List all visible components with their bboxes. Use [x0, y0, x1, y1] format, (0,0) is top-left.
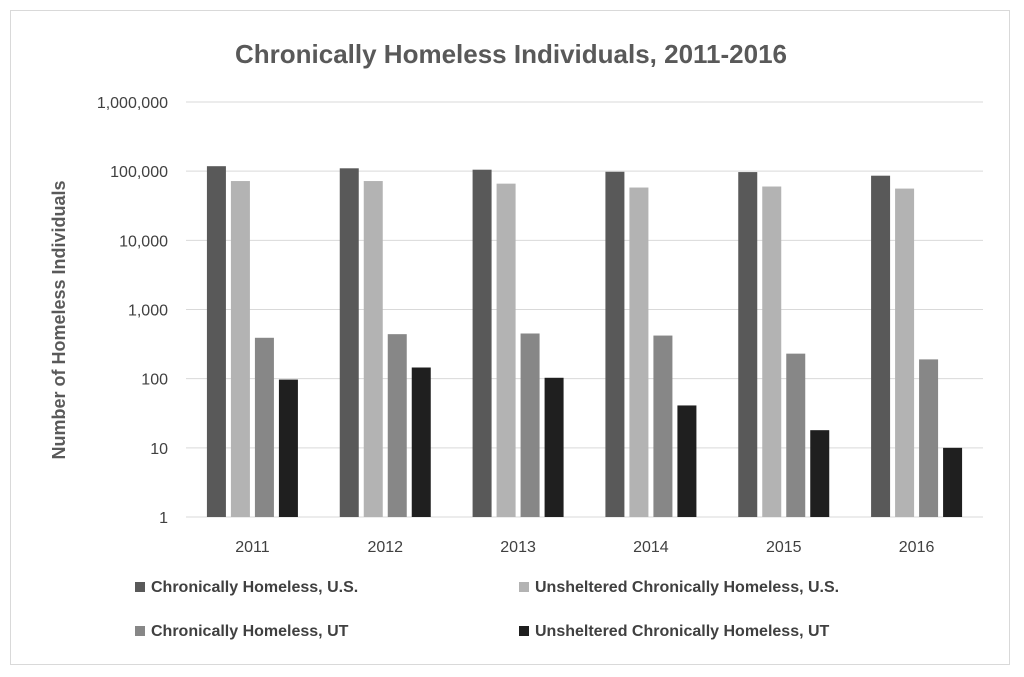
y-axis-label: Number of Homeless Individuals: [49, 180, 69, 459]
legend-label: Chronically Homeless, U.S.: [151, 579, 358, 596]
bar: [363, 181, 383, 518]
y-tick-label: 10,000: [119, 233, 168, 250]
chart-frame: Chronically Homeless Individuals, 2011-2…: [10, 10, 1010, 665]
y-tick-label: 10: [150, 441, 168, 458]
y-tick-label: 100: [141, 372, 168, 389]
legend-label: Unsheltered Chronically Homeless, U.S.: [535, 579, 839, 596]
bar: [677, 405, 697, 517]
y-tick-label: 100,000: [110, 164, 168, 181]
chart-title: Chronically Homeless Individuals, 2011-2…: [235, 39, 787, 69]
bar: [786, 353, 806, 517]
bar: [544, 377, 564, 517]
bar: [810, 430, 830, 517]
bar: [254, 337, 274, 517]
legend-swatch: [519, 626, 529, 636]
bars: [206, 166, 963, 518]
bar: [738, 172, 758, 518]
y-tick-labels: 1 10 100 1,000 10,000 100,000 1,000,000: [97, 95, 168, 527]
bar: [605, 171, 625, 517]
y-tick-label: 1,000,000: [97, 95, 168, 112]
x-tick-label: 2015: [766, 539, 802, 556]
bar: [230, 181, 250, 518]
x-tick-label: 2011: [235, 539, 270, 556]
bar: [871, 175, 891, 517]
bar: [278, 379, 298, 517]
bar: [520, 333, 540, 517]
legend: Chronically Homeless, U.S. Unsheltered Ch…: [135, 579, 839, 640]
y-tick-label: 1: [159, 510, 168, 527]
bar: [339, 168, 359, 518]
x-tick-label: 2013: [500, 539, 536, 556]
legend-label: Unsheltered Chronically Homeless, UT: [535, 623, 830, 640]
gridlines: [186, 101, 983, 518]
legend-swatch: [135, 582, 145, 592]
bar: [496, 183, 516, 518]
bar: [411, 367, 431, 517]
bar: [762, 186, 782, 517]
bar: [943, 447, 963, 517]
x-tick-labels: 2011 2012 2013 2014 2015 2016: [235, 539, 934, 556]
x-tick-label: 2016: [899, 539, 935, 556]
bar: [206, 166, 226, 517]
y-tick-label: 1,000: [128, 303, 168, 320]
legend-swatch: [519, 582, 529, 592]
bar: [919, 359, 939, 517]
bar: [895, 188, 915, 517]
x-tick-label: 2012: [367, 539, 403, 556]
bar-chart: Chronically Homeless Individuals, 2011-2…: [49, 39, 983, 640]
legend-label: Chronically Homeless, UT: [151, 623, 349, 640]
bar: [653, 335, 673, 517]
bar: [387, 334, 407, 517]
bar: [472, 169, 492, 517]
bar: [629, 187, 649, 518]
x-tick-label: 2014: [633, 539, 669, 556]
legend-swatch: [135, 626, 145, 636]
